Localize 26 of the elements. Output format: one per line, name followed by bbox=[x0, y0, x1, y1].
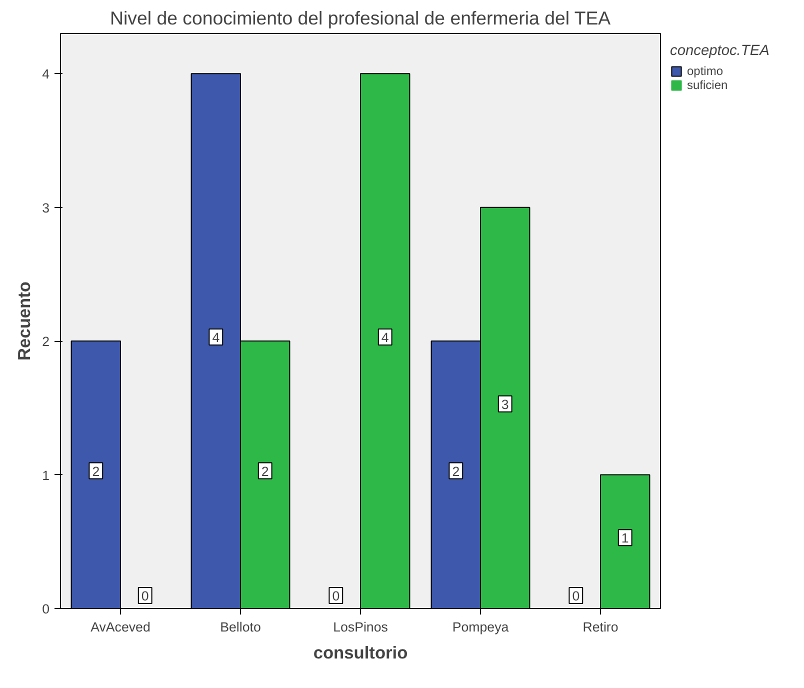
x-tick-label: Retiro bbox=[582, 620, 618, 634]
y-tick-label: 3 bbox=[42, 200, 50, 216]
data-label: 2 bbox=[261, 464, 269, 479]
y-tick-label: 2 bbox=[42, 334, 50, 350]
x-tick-label: Belloto bbox=[220, 620, 261, 634]
data-label: 2 bbox=[92, 464, 100, 479]
legend-title: conceptoc.TEA bbox=[670, 43, 770, 59]
data-label: 0 bbox=[572, 588, 580, 604]
x-axis-title: consultorio bbox=[313, 642, 408, 662]
y-tick-label: 0 bbox=[42, 602, 50, 616]
y-tick-label: 1 bbox=[42, 468, 50, 483]
chart-title: Nivel de conocimiento del profesional de enfermeria del TEA bbox=[110, 8, 612, 28]
y-axis-title: Recuento bbox=[14, 282, 34, 360]
data-label: 3 bbox=[501, 396, 509, 412]
data-label: 4 bbox=[212, 330, 220, 346]
x-tick-label: LosPinos bbox=[333, 620, 388, 634]
data-label: 1 bbox=[621, 530, 629, 546]
legend-label: suficien bbox=[687, 78, 728, 92]
data-label: 4 bbox=[381, 330, 390, 346]
legend-label: optimo bbox=[687, 64, 724, 78]
data-label: 0 bbox=[141, 588, 149, 604]
x-tick-label: AvAceved bbox=[90, 620, 150, 634]
x-tick-label: Pompeya bbox=[452, 620, 510, 634]
data-label: 2 bbox=[452, 464, 460, 479]
data-label: 0 bbox=[332, 588, 340, 604]
y-tick-label: 4 bbox=[42, 66, 50, 82]
